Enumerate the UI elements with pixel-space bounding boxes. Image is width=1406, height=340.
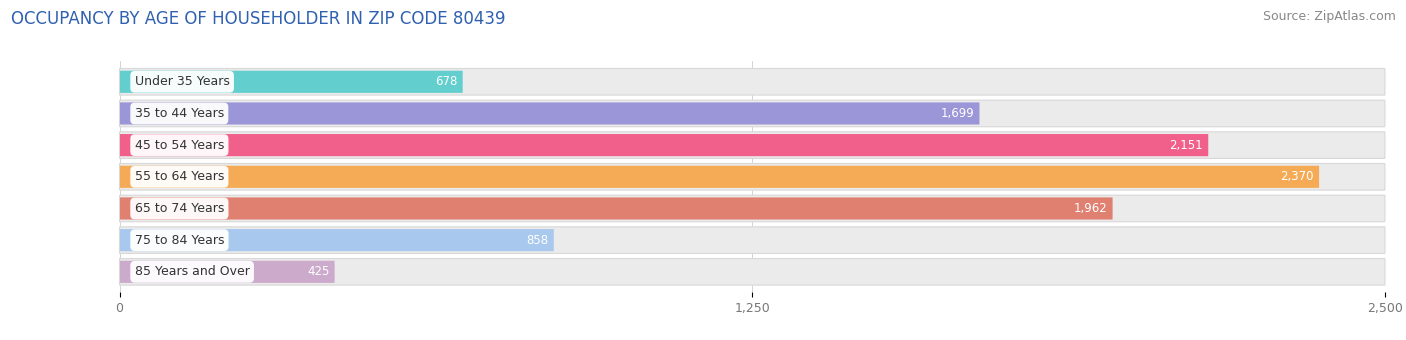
FancyBboxPatch shape [120, 102, 980, 124]
FancyBboxPatch shape [120, 164, 1385, 190]
FancyBboxPatch shape [120, 134, 1208, 156]
Text: 35 to 44 Years: 35 to 44 Years [135, 107, 224, 120]
Text: 75 to 84 Years: 75 to 84 Years [135, 234, 224, 246]
Text: 425: 425 [307, 265, 329, 278]
FancyBboxPatch shape [120, 71, 463, 93]
Text: 45 to 54 Years: 45 to 54 Years [135, 139, 224, 152]
Text: OCCUPANCY BY AGE OF HOUSEHOLDER IN ZIP CODE 80439: OCCUPANCY BY AGE OF HOUSEHOLDER IN ZIP C… [11, 10, 506, 28]
Text: 678: 678 [436, 75, 457, 88]
FancyBboxPatch shape [120, 132, 1385, 158]
FancyBboxPatch shape [120, 68, 1385, 95]
Text: 85 Years and Over: 85 Years and Over [135, 265, 250, 278]
FancyBboxPatch shape [120, 261, 335, 283]
Text: 55 to 64 Years: 55 to 64 Years [135, 170, 224, 183]
Text: 2,151: 2,151 [1170, 139, 1204, 152]
FancyBboxPatch shape [120, 227, 1385, 253]
FancyBboxPatch shape [120, 100, 1385, 127]
Text: 65 to 74 Years: 65 to 74 Years [135, 202, 224, 215]
Text: 1,962: 1,962 [1074, 202, 1108, 215]
Text: 858: 858 [527, 234, 548, 246]
Text: Source: ZipAtlas.com: Source: ZipAtlas.com [1263, 10, 1396, 23]
Text: 2,370: 2,370 [1281, 170, 1315, 183]
Text: 1,699: 1,699 [941, 107, 974, 120]
FancyBboxPatch shape [120, 198, 1112, 220]
FancyBboxPatch shape [120, 195, 1385, 222]
FancyBboxPatch shape [120, 229, 554, 251]
FancyBboxPatch shape [120, 258, 1385, 285]
FancyBboxPatch shape [120, 166, 1319, 188]
Text: Under 35 Years: Under 35 Years [135, 75, 229, 88]
